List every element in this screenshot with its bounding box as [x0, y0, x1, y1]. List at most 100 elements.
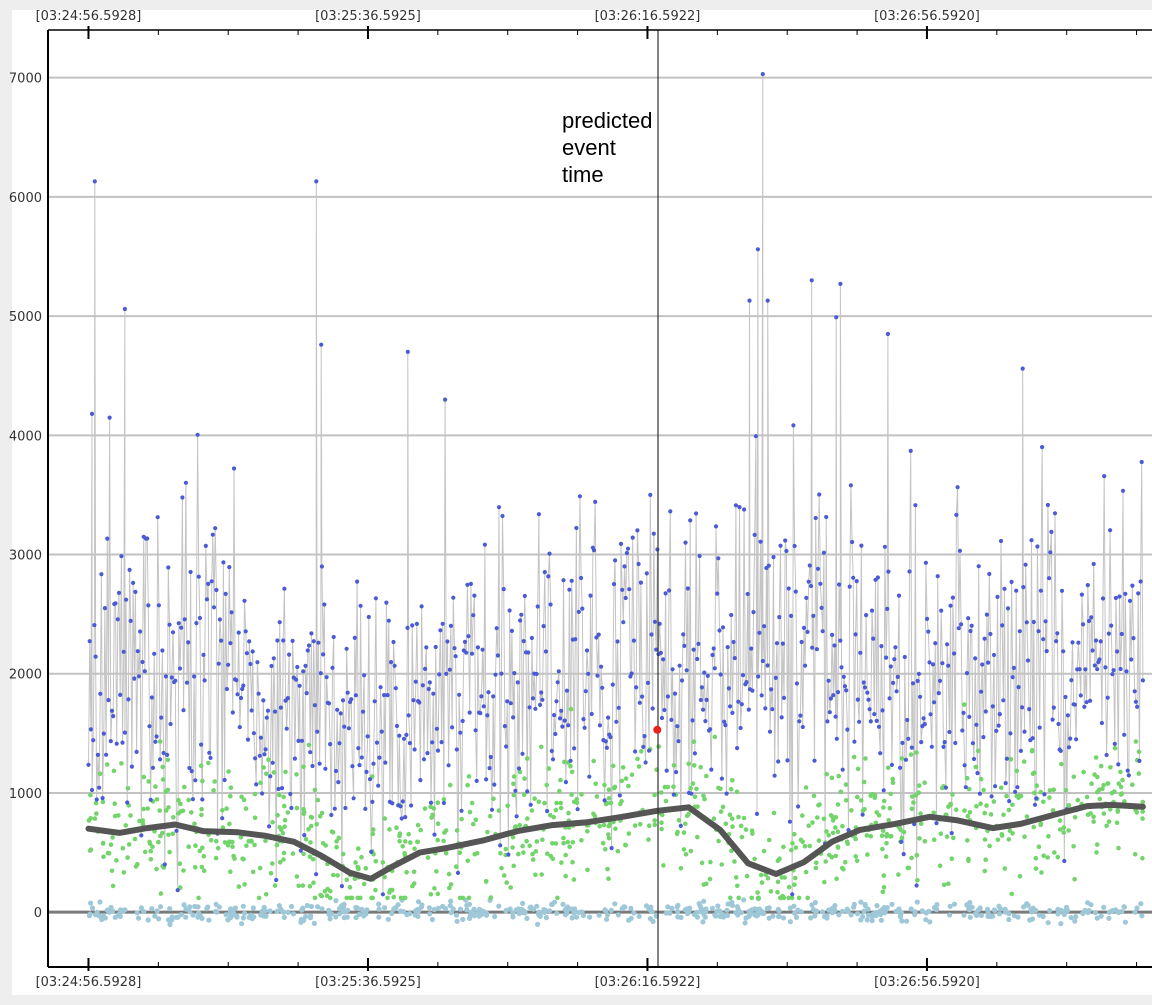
- series-point-green: [487, 813, 493, 819]
- series-point-green: [1106, 819, 1112, 824]
- series-point-blue: [135, 649, 140, 654]
- series-point-blue: [905, 717, 910, 723]
- series-point-green: [656, 744, 661, 749]
- series-point-blue: [1090, 648, 1095, 653]
- series-point-blue: [241, 683, 246, 688]
- series-point-green: [310, 856, 316, 862]
- series-point-blue: [548, 602, 553, 607]
- series-point-blue: [573, 637, 578, 642]
- series-point-green: [1032, 790, 1037, 796]
- series-point-green: [1094, 850, 1099, 855]
- series-point-green: [485, 829, 490, 835]
- series-point-blue: [342, 724, 347, 729]
- series-point-green: [508, 885, 513, 890]
- series-point-blue: [604, 745, 610, 750]
- series-point-blue: [654, 647, 659, 652]
- series-point-blue: [970, 741, 976, 746]
- series-point-blue: [909, 745, 915, 750]
- series-point-cyan: [1064, 904, 1070, 911]
- series-point-blue: [984, 612, 990, 617]
- series-point-blue: [760, 658, 766, 664]
- series-point-green: [511, 792, 517, 798]
- series-point-blue: [1085, 583, 1090, 588]
- series-point-blue: [763, 706, 768, 711]
- series-point-blue: [940, 661, 945, 666]
- series-point-green: [250, 869, 256, 875]
- series-point-blue: [451, 595, 456, 600]
- series-point-green: [561, 840, 566, 846]
- series-point-green: [290, 851, 296, 856]
- series-point-cyan: [398, 908, 404, 914]
- series-point-cyan: [1045, 920, 1051, 926]
- series-point-cyan: [631, 910, 637, 916]
- series-point-blue: [520, 751, 525, 756]
- series-point-blue: [868, 719, 873, 724]
- series-point-green: [811, 793, 817, 799]
- series-point-green: [712, 734, 718, 740]
- series-point-blue: [1058, 748, 1063, 754]
- series-point-cyan: [353, 904, 359, 911]
- series-point-blue: [831, 693, 836, 698]
- series-point-blue: [88, 727, 93, 732]
- series-point-green: [931, 810, 936, 816]
- series-point-blue: [1135, 704, 1140, 709]
- series-point-green: [615, 848, 621, 854]
- series-point-green: [975, 748, 981, 754]
- series-point-blue: [675, 724, 680, 729]
- series-point-green: [916, 790, 922, 795]
- series-point-green: [1041, 799, 1046, 805]
- series-point-green: [620, 765, 626, 770]
- series-point-cyan: [308, 903, 314, 910]
- series-point-green: [402, 895, 408, 901]
- series-point-green: [755, 895, 761, 901]
- y-tick-label: 5000: [9, 310, 42, 325]
- series-point-blue: [154, 734, 159, 739]
- smoothed-trend-line: [85, 801, 1146, 882]
- series-point-blue: [878, 751, 883, 756]
- series-point-blue: [89, 787, 95, 793]
- series-point-blue: [195, 432, 200, 437]
- series-point-green: [1045, 855, 1050, 860]
- series-point-blue: [506, 852, 511, 857]
- series-point-green: [730, 778, 735, 783]
- series-point-blue: [478, 711, 483, 716]
- series-point-green: [306, 827, 311, 832]
- series-point-blue: [183, 480, 188, 485]
- series-point-blue: [600, 685, 605, 690]
- series-point-blue: [254, 782, 259, 787]
- series-point-green: [530, 857, 536, 862]
- series-point-blue: [559, 708, 564, 713]
- series-point-green: [534, 839, 540, 844]
- series-point-cyan: [864, 917, 870, 923]
- series-point-blue: [122, 306, 127, 312]
- series-point-green: [565, 839, 571, 845]
- series-point-green: [181, 868, 186, 873]
- series-point-cyan: [262, 908, 268, 914]
- series-point-blue: [946, 663, 951, 668]
- series-point-blue: [131, 580, 136, 586]
- series-point-green: [542, 800, 547, 806]
- series-point-green: [214, 838, 219, 844]
- series-point-blue: [217, 617, 222, 622]
- series-point-blue: [94, 797, 99, 802]
- series-point-blue: [359, 755, 364, 760]
- series-point-green: [1084, 794, 1090, 800]
- series-point-green: [792, 875, 798, 881]
- series-point-blue: [101, 731, 106, 736]
- series-point-blue: [891, 680, 896, 686]
- series-point-blue: [1017, 629, 1022, 634]
- series-point-green: [93, 800, 99, 806]
- series-point-blue: [450, 725, 455, 730]
- series-point-green: [840, 823, 845, 829]
- series-point-blue: [922, 722, 927, 727]
- series-point-green: [163, 808, 169, 813]
- series-point-blue: [995, 594, 1000, 600]
- series-point-green: [899, 756, 905, 761]
- series-point-blue: [1018, 748, 1024, 754]
- series-point-cyan: [978, 912, 985, 919]
- series-point-green: [729, 848, 734, 854]
- series-point-green: [281, 794, 286, 800]
- series-point-cyan: [951, 901, 958, 907]
- series-point-green: [1109, 790, 1115, 796]
- x-tick-label-bottom: [03:24:56.5928]: [36, 975, 142, 990]
